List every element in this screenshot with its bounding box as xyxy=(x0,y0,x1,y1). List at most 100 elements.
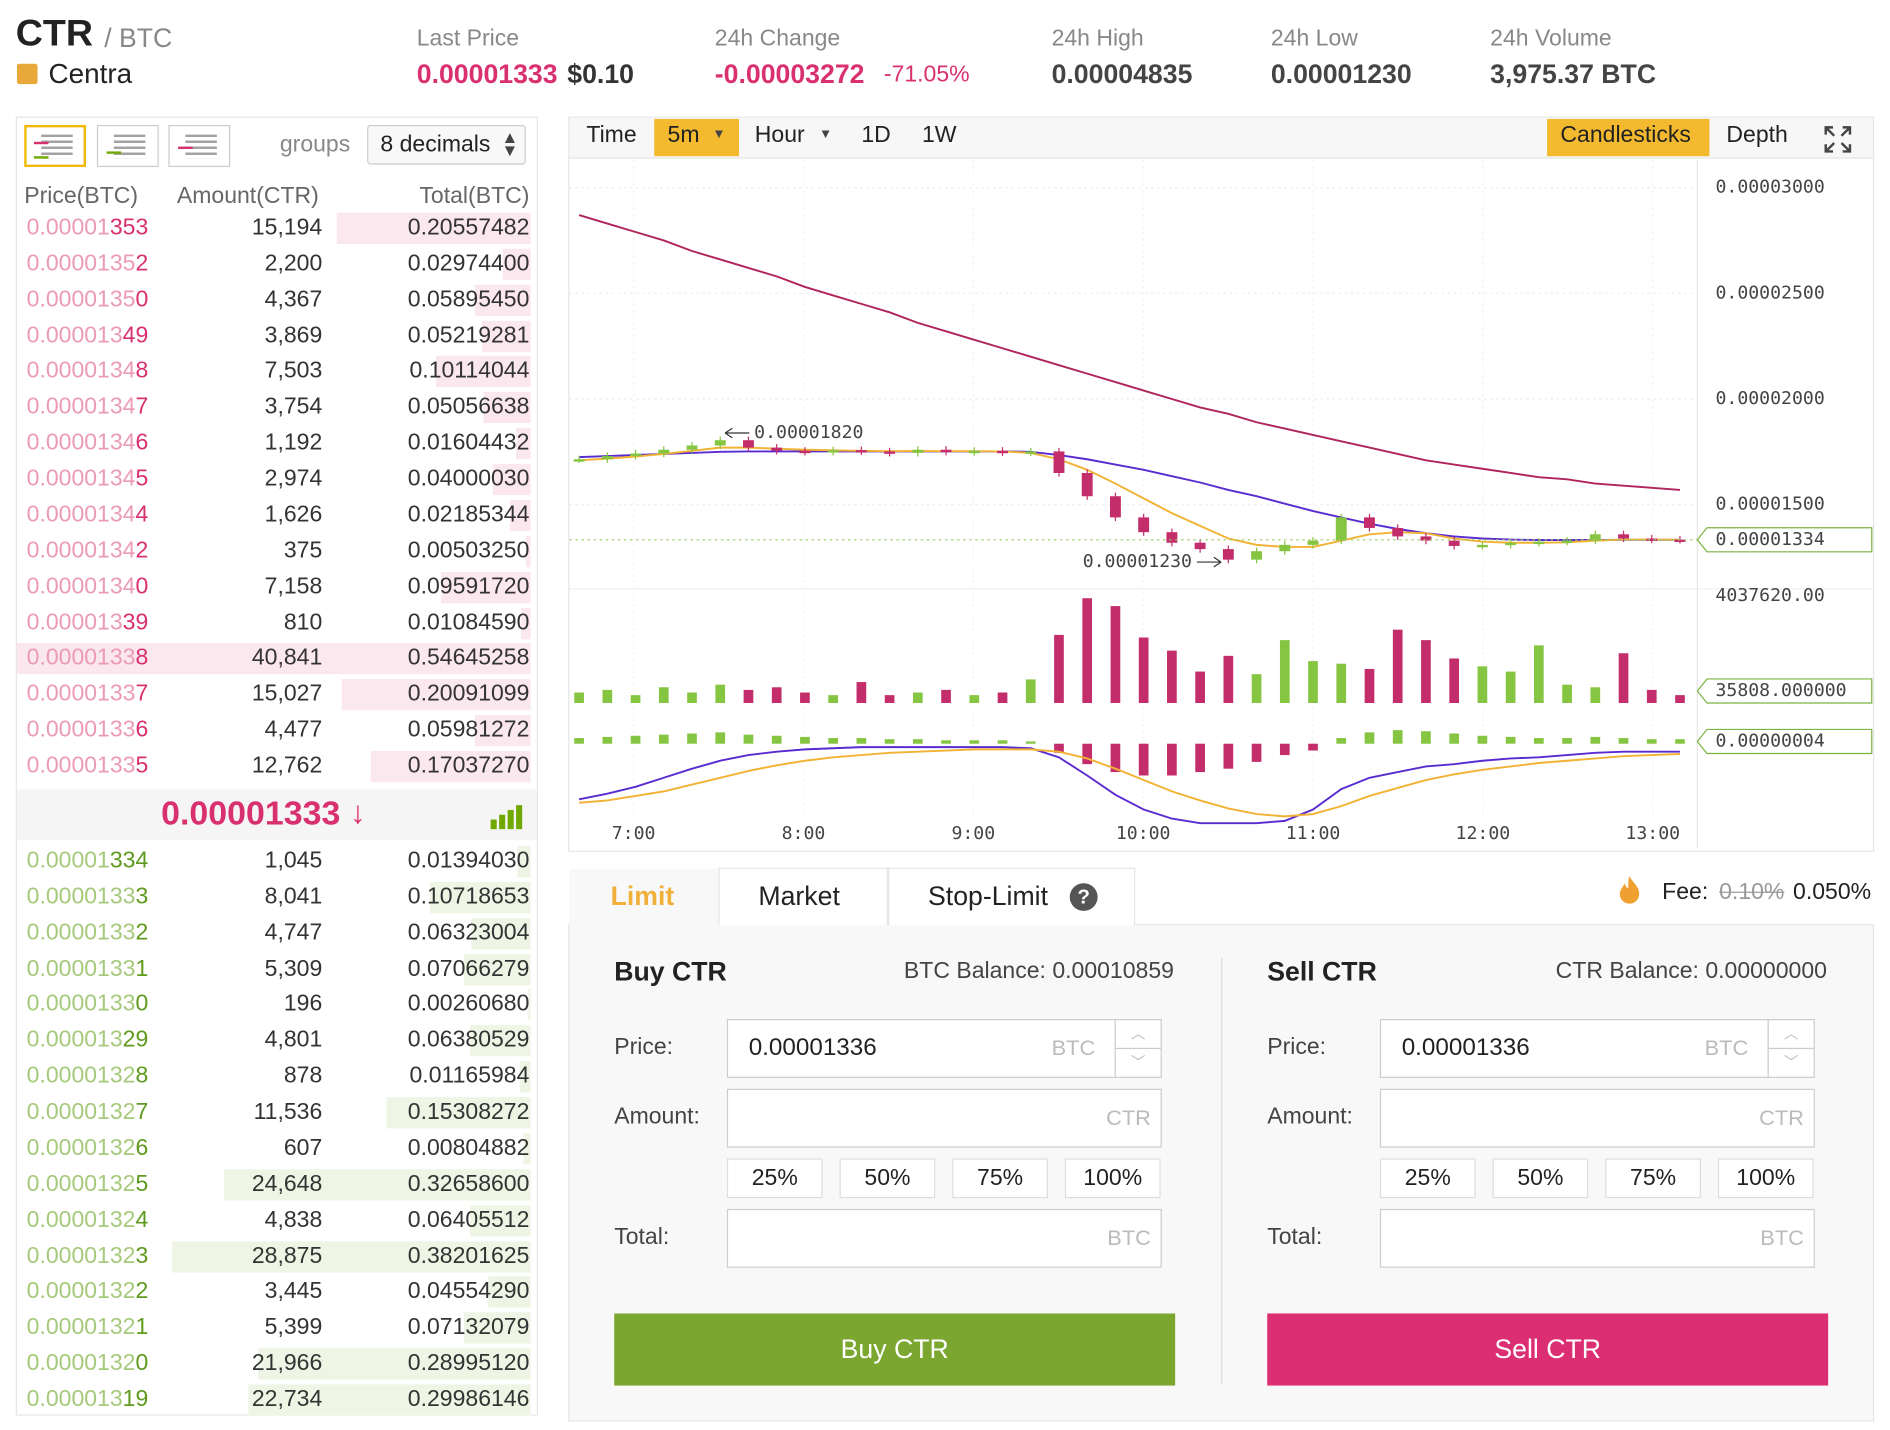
amount: 196 xyxy=(283,991,323,1018)
macd-bar xyxy=(630,735,641,744)
interval-tab[interactable]: 5m xyxy=(667,122,700,148)
volume-bar xyxy=(941,689,951,703)
volume-bar xyxy=(1477,666,1488,703)
depth-bar xyxy=(435,356,531,388)
percent-button[interactable]: 75% xyxy=(952,1158,1048,1199)
percent-button[interactable]: 50% xyxy=(839,1158,936,1199)
candle xyxy=(1561,540,1573,544)
percent-button[interactable]: 25% xyxy=(1379,1158,1476,1199)
macd-bar xyxy=(715,732,726,744)
view-icon-lines xyxy=(185,134,217,159)
depth-bar xyxy=(525,535,531,567)
submit-button[interactable]: Sell CTR xyxy=(1267,1313,1829,1386)
percent-button[interactable]: 50% xyxy=(1492,1158,1589,1199)
fullscreen-icon[interactable] xyxy=(1823,125,1852,154)
order-tab[interactable]: Stop-Limit xyxy=(928,880,1049,911)
candle xyxy=(1618,534,1629,539)
tab-bg xyxy=(569,868,719,927)
volume-bar xyxy=(1364,668,1375,703)
macd-bar xyxy=(1562,738,1572,744)
view-icon-red xyxy=(33,130,49,145)
volume-bar xyxy=(1279,640,1290,703)
interval-tab[interactable]: Time xyxy=(586,122,637,148)
spin-up[interactable]: ︿ xyxy=(1767,1019,1815,1050)
input[interactable] xyxy=(1379,1019,1769,1078)
candle xyxy=(827,450,839,453)
input-unit: BTC xyxy=(1760,1225,1804,1250)
depth-bar xyxy=(475,284,531,316)
depth-bar xyxy=(464,953,531,985)
total: 0.10718653 xyxy=(407,884,530,910)
x-tick-label: 7:00 xyxy=(612,823,656,844)
depth-bar xyxy=(223,1169,531,1201)
divider xyxy=(1221,957,1223,1385)
percent-button[interactable]: 100% xyxy=(1717,1158,1814,1199)
percent-button[interactable]: 100% xyxy=(1064,1158,1161,1199)
input[interactable] xyxy=(1379,1088,1815,1148)
help-icon[interactable]: ? xyxy=(1069,883,1098,911)
signal-bar xyxy=(507,809,514,830)
depth-bar xyxy=(470,1204,531,1237)
spin-down[interactable]: ﹀ xyxy=(1767,1047,1815,1078)
candle xyxy=(1533,541,1545,545)
volume-bar xyxy=(1421,640,1431,703)
price: 0.00001352 xyxy=(26,250,149,277)
view-asks[interactable] xyxy=(168,124,231,168)
spin-down[interactable]: ﹀ xyxy=(1114,1047,1162,1078)
input[interactable] xyxy=(726,1208,1162,1268)
volume-bar xyxy=(602,689,613,703)
depth-bar xyxy=(483,392,531,424)
amount: 2,200 xyxy=(264,250,323,277)
view-tab[interactable]: Depth xyxy=(1726,122,1788,148)
macd-bar xyxy=(1308,743,1318,751)
interval-tab[interactable]: 1D xyxy=(861,122,891,148)
candle xyxy=(658,449,670,454)
volume-bar xyxy=(1251,674,1262,703)
price: 0.00001319 xyxy=(26,1386,149,1413)
candle xyxy=(1448,540,1460,546)
price: 0.00001345 xyxy=(26,466,149,492)
depth-bar xyxy=(440,571,531,603)
macd-bar xyxy=(687,733,697,744)
volume-bar xyxy=(1646,689,1657,703)
last-price-tag-box xyxy=(1696,527,1873,553)
spin-up[interactable]: ︿ xyxy=(1114,1019,1162,1050)
depth-bar xyxy=(171,1240,531,1273)
interval-tab[interactable]: 1W xyxy=(921,122,957,148)
decimals-select[interactable]: 8 decimals ▲ ▼ xyxy=(367,124,526,165)
price: 0.00001350 xyxy=(26,286,149,313)
low-arrow xyxy=(1196,556,1222,568)
last-price-tag: 0.00001334 xyxy=(1715,529,1824,550)
macd-bar xyxy=(1505,736,1516,744)
volume-tag: 35808.000000 xyxy=(1715,680,1846,701)
candle xyxy=(1166,532,1178,543)
order-tab[interactable]: Limit xyxy=(610,880,675,911)
volume-bar xyxy=(800,692,810,703)
y-tick-label: 0.00002000 xyxy=(1715,388,1824,409)
order-tab[interactable]: Market xyxy=(758,880,840,911)
volume-bar xyxy=(771,687,782,703)
input[interactable] xyxy=(726,1088,1162,1148)
candle xyxy=(1589,534,1601,541)
input[interactable] xyxy=(726,1019,1116,1078)
fee-icon xyxy=(1619,876,1640,904)
macd-bar xyxy=(1223,743,1234,769)
total: 0.06405512 xyxy=(407,1207,530,1233)
interval-tab[interactable]: Hour xyxy=(754,122,805,148)
total: 0.06380529 xyxy=(407,1027,530,1054)
candle xyxy=(743,440,754,448)
macd-bar xyxy=(1138,743,1149,776)
submit-button[interactable]: Buy CTR xyxy=(614,1313,1176,1386)
input[interactable] xyxy=(1379,1208,1815,1268)
candle xyxy=(601,456,613,460)
volume-bar xyxy=(1110,606,1121,703)
percent-button[interactable]: 25% xyxy=(726,1158,823,1199)
view-tab[interactable]: Candlesticks xyxy=(1560,122,1691,148)
balance: CTR Balance: 0.00000000 xyxy=(1555,958,1827,985)
percent-button[interactable]: 75% xyxy=(1605,1158,1701,1199)
moving-average xyxy=(579,446,1680,548)
total: 0.28995120 xyxy=(407,1350,530,1377)
stat-value: 3,975.37 BTC xyxy=(1490,58,1657,89)
signal-bar xyxy=(499,814,506,830)
